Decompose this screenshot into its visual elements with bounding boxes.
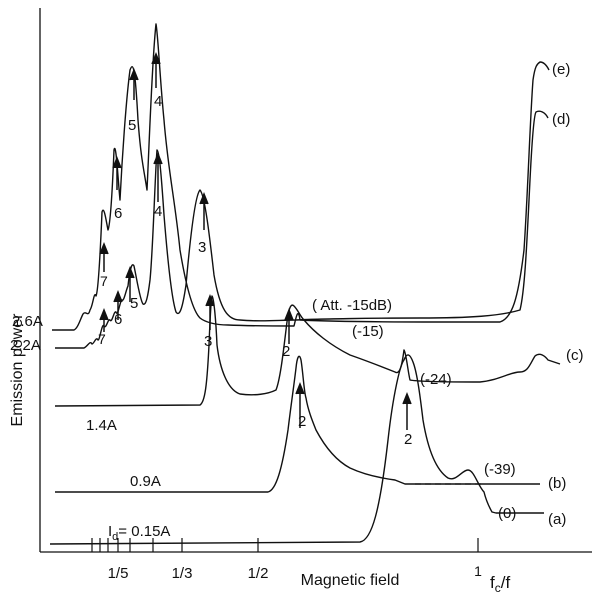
atten-label-a: (0) bbox=[498, 505, 516, 522]
atten-label-b: (-39) bbox=[484, 461, 516, 478]
atten-label-c: (-24) bbox=[420, 371, 452, 388]
peak-label-d7: 7 bbox=[98, 331, 106, 347]
series-label-d: (d) bbox=[552, 111, 570, 128]
x-tick-label: 1/5 bbox=[108, 565, 129, 582]
curve-c bbox=[54, 295, 561, 407]
peak-label-b2: 2 bbox=[298, 413, 306, 430]
peak-label-e7: 7 bbox=[100, 273, 108, 289]
current-label-e: 2.6A bbox=[12, 313, 43, 330]
arrow-e6 bbox=[112, 155, 122, 190]
arrow-a2 bbox=[402, 391, 412, 430]
peak-label-e6: 6 bbox=[114, 205, 122, 222]
arrow-c2 bbox=[284, 307, 294, 344]
peak-label-d3: 3 bbox=[198, 239, 206, 256]
curve-b bbox=[55, 355, 540, 493]
x-secondary-tail: /f bbox=[501, 573, 511, 592]
current-a-value: = 0.15A bbox=[118, 523, 170, 540]
arrow-d5 bbox=[125, 265, 135, 302]
x-secondary-sub: c bbox=[495, 581, 501, 595]
series-label-a: (a) bbox=[548, 511, 566, 528]
peak-label-e5: 5 bbox=[128, 117, 136, 134]
curve-d bbox=[55, 110, 549, 349]
current-label-a: Id= 0.15A bbox=[108, 523, 170, 543]
x-tick-label: 1/3 bbox=[172, 565, 193, 582]
current-a-sub: d bbox=[112, 531, 118, 543]
curve-e bbox=[52, 23, 550, 331]
current-label-d: 2.2A bbox=[10, 337, 41, 354]
atten-label-d: (-15) bbox=[352, 323, 384, 340]
x-secondary-label: fc/f bbox=[490, 573, 510, 595]
curve-a bbox=[49, 354, 544, 545]
peak-label-a2: 2 bbox=[404, 431, 412, 448]
peak-arrows bbox=[99, 51, 412, 430]
peak-label-e4: 4 bbox=[154, 93, 162, 110]
series-label-b: (b) bbox=[548, 475, 566, 492]
arrow-d7 bbox=[99, 307, 109, 332]
peak-label-c3: 3 bbox=[204, 333, 212, 350]
arrow-d3 bbox=[199, 191, 209, 230]
x-secondary-f: f bbox=[490, 573, 495, 592]
arrow-c3 bbox=[205, 293, 215, 330]
atten-label-e: ( Att. -15dB) bbox=[312, 297, 392, 314]
x-ticks bbox=[91, 538, 479, 552]
current-label-c: 1.4A bbox=[86, 417, 117, 434]
series-label-c: (c) bbox=[566, 347, 584, 364]
peak-label-d4: 4 bbox=[154, 203, 162, 220]
y-axis-label: Emission power bbox=[9, 313, 26, 427]
current-a-I: I bbox=[108, 523, 112, 540]
arrow-d4 bbox=[153, 151, 163, 202]
arrow-e4 bbox=[151, 51, 161, 88]
x-tick-label: 1/2 bbox=[248, 565, 269, 582]
peak-label-d6: 6 bbox=[114, 311, 122, 328]
arrow-e5 bbox=[129, 67, 139, 100]
peak-label-d5: 5 bbox=[130, 295, 138, 312]
peak-label-c2: 2 bbox=[282, 343, 290, 360]
arrow-b2 bbox=[295, 381, 305, 428]
arrow-e7 bbox=[99, 241, 109, 272]
series-label-e: (e) bbox=[552, 61, 570, 78]
current-label-b: 0.9A bbox=[130, 473, 161, 490]
arrow-d6 bbox=[113, 289, 123, 320]
x-tick-label: 1 bbox=[474, 563, 482, 579]
x-axis-label: Magnetic field bbox=[301, 572, 400, 589]
